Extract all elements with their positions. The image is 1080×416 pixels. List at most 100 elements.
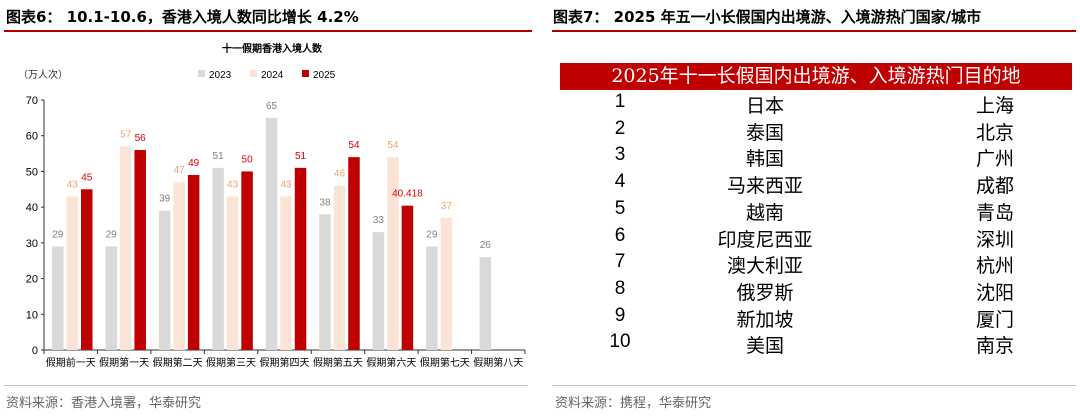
table-row: 4 马来西亚 成都	[560, 171, 1072, 197]
country: 泰国	[745, 121, 784, 144]
table-row: 10 美国 南京	[560, 331, 1072, 357]
bar-2024	[333, 185, 346, 350]
country: 日本	[745, 95, 784, 117]
bar-2025	[401, 205, 414, 350]
city: 上海	[975, 95, 1014, 117]
city: 沈阳	[975, 281, 1014, 304]
data-label-2025: 50	[242, 154, 254, 165]
data-label-2025: 45	[81, 172, 93, 183]
table-row: 8 俄罗斯 沈阳	[560, 278, 1072, 304]
rank: 9	[614, 304, 626, 326]
bar-2024	[119, 146, 132, 350]
bar-2024	[440, 217, 453, 350]
table-row: 7 澳大利亚 杭州	[560, 251, 1072, 277]
data-label-2024: 46	[334, 169, 346, 180]
bar-2023	[158, 210, 171, 350]
data-label-2023: 29	[52, 229, 64, 240]
city: 杭州	[975, 255, 1014, 278]
table-row: 2 泰国 北京	[560, 118, 1072, 144]
data-label-2024: 57	[120, 129, 132, 140]
x-tick-label: 假期第六天	[366, 356, 416, 369]
rank: 2	[614, 117, 626, 139]
data-label-2024: 37	[441, 201, 453, 212]
country: 韩国	[745, 148, 784, 171]
bar-2024	[173, 182, 185, 350]
bar-2023	[319, 214, 331, 350]
y-tick-label: 0	[32, 345, 38, 357]
legend-swatch-2024	[250, 70, 257, 77]
data-label-2024: 47	[174, 165, 186, 176]
rank: 10	[609, 331, 631, 353]
table-row: 1 日本 上海	[560, 91, 1072, 117]
data-label-2023: 65	[266, 101, 278, 112]
bar-2024	[226, 196, 239, 350]
bar-chart: 十一假期香港入境人数 （万人次） 2023 2024 2025 0 10 20 30 40 50…	[18, 42, 526, 369]
city: 青岛	[975, 201, 1014, 224]
data-label-2023: 39	[159, 194, 171, 205]
city: 北京	[975, 121, 1014, 144]
bar-2023	[52, 246, 64, 350]
bar-2025	[134, 150, 146, 350]
data-label-2025: 49	[188, 158, 200, 169]
legend-label-2024: 2024	[261, 70, 284, 81]
left-figure-title: 图表6： 10.1-10.6，香港入境人数同比增长 4.2%	[6, 8, 359, 26]
right-source: 资料来源：携程，华泰研究	[555, 396, 712, 411]
rank: 7	[614, 251, 626, 273]
right-title-rule	[552, 30, 1076, 32]
left-source: 资料来源：香港入境署，华泰研究	[6, 396, 202, 411]
left-source-rule	[4, 385, 528, 386]
x-tick-label: 假期第二天	[153, 356, 203, 369]
bar-2025	[294, 167, 307, 350]
city: 成都	[975, 175, 1014, 198]
y-tick-label: 10	[26, 309, 38, 321]
country: 越南	[745, 201, 784, 224]
legend-label-2025: 2025	[313, 70, 336, 81]
country: 澳大利亚	[726, 255, 803, 278]
y-tick-label: 50	[26, 166, 38, 178]
table-row: 5 越南 青岛	[560, 198, 1072, 224]
data-label-2024: 54	[387, 140, 399, 151]
data-label-2023: 38	[319, 197, 331, 208]
data-label-2025: 51	[295, 151, 307, 162]
bar-2025	[187, 175, 200, 350]
bar-2023	[426, 246, 438, 350]
bar-2023	[265, 117, 278, 350]
table-row: 3 韩国 广州	[560, 144, 1072, 170]
x-tick-label: 假期第三天	[206, 356, 256, 369]
bar-2024	[66, 196, 78, 350]
data-label-2025: 56	[135, 133, 147, 144]
city: 广州	[975, 148, 1014, 171]
chart-title: 十一假期香港入境人数	[222, 42, 323, 55]
data-label-2023: 33	[373, 215, 385, 226]
data-label-2023: 26	[480, 240, 492, 251]
rank: 6	[614, 224, 626, 246]
data-label-2025: 40.418	[392, 189, 423, 200]
y-axis-unit: （万人次）	[18, 68, 68, 81]
bar-2023	[479, 257, 492, 350]
country: 印度尼西亚	[717, 228, 813, 251]
data-label-2025: 54	[348, 140, 360, 151]
y-tick-label: 30	[26, 238, 38, 250]
legend-swatch-2025	[302, 70, 309, 77]
table-row: 9 新加坡 厦门	[560, 305, 1072, 331]
bar-2025	[81, 189, 93, 350]
rank: 5	[614, 197, 626, 219]
rank: 1	[614, 91, 626, 112]
data-label-2023: 51	[213, 151, 225, 162]
bar-2025	[241, 171, 253, 350]
data-label-2024: 43	[227, 179, 239, 190]
rank: 4	[614, 171, 626, 193]
bar-2024	[280, 196, 292, 350]
country: 美国	[745, 335, 784, 358]
x-tick-label: 假期第七天	[420, 356, 470, 369]
country: 俄罗斯	[736, 281, 794, 304]
y-tick-label: 60	[26, 131, 38, 143]
bar-2023	[212, 167, 224, 350]
bar-2025	[348, 157, 360, 350]
x-tick-label: 假期第四天	[260, 356, 310, 369]
country: 新加坡	[736, 308, 794, 331]
data-label-2023: 29	[106, 229, 118, 240]
bar-2024	[387, 157, 399, 350]
right-source-rule	[552, 385, 1076, 386]
x-tick-label: 假期第一天	[99, 356, 149, 369]
